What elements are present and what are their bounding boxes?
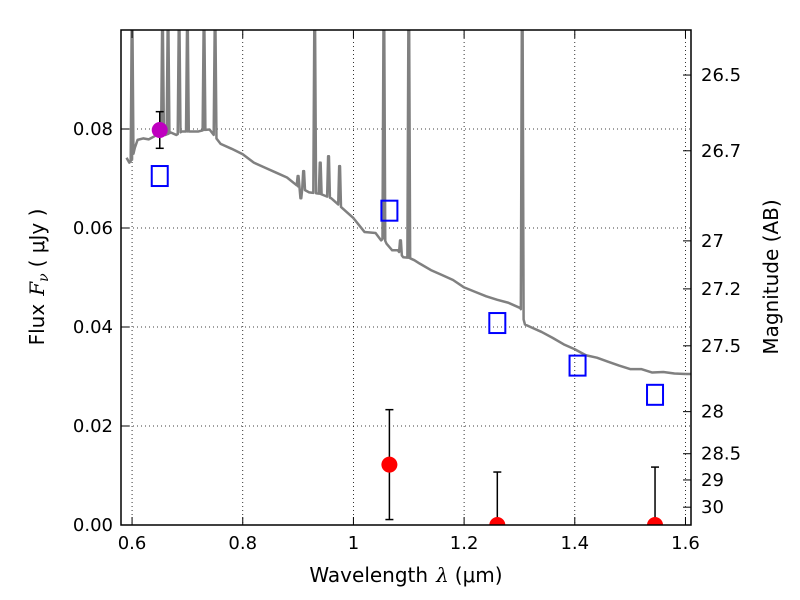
model-photometry-square xyxy=(646,383,665,406)
x-tick-label: 1.2 xyxy=(450,533,479,554)
y2-tick-label: 30 xyxy=(701,497,724,518)
y-tick-label: 0.02 xyxy=(73,416,113,437)
y2-tick-label: 28 xyxy=(701,402,724,423)
y2-tick-label: 27.5 xyxy=(701,336,741,357)
y-tick-label: 0.06 xyxy=(73,218,113,239)
y2-tick-label: 26.5 xyxy=(701,65,741,86)
observed-point xyxy=(489,517,506,525)
grid-lines xyxy=(121,30,691,525)
observed-photometry-layer xyxy=(151,110,664,525)
observed-point xyxy=(151,121,168,138)
model-spectrum-line xyxy=(125,30,691,376)
model-photometry-square xyxy=(488,312,507,335)
x-axis-label: Wavelength λ (μm) xyxy=(309,563,502,587)
x-tick-label: 1.6 xyxy=(671,533,700,554)
x-tick-label: 1.4 xyxy=(560,533,589,554)
y2-tick-label: 29 xyxy=(701,470,724,491)
y2-tick-label: 27.2 xyxy=(701,279,741,300)
x-tick-label: 1 xyxy=(348,533,359,554)
y-tick-label: 0.04 xyxy=(73,317,113,338)
model-photometry-square xyxy=(380,199,399,222)
model-photometry-layer xyxy=(150,165,665,406)
y2-axis-label: Magnitude (AB) xyxy=(759,199,783,354)
y2-tick-label: 26.7 xyxy=(701,141,741,162)
y-axis-label: FluxFν( μJy ) xyxy=(25,209,52,346)
y-tick-label: 0.00 xyxy=(73,515,113,536)
plot-frame xyxy=(120,29,692,526)
model-spectrum-layer xyxy=(125,30,691,376)
model-photometry-square xyxy=(568,354,587,377)
y-tick-label: 0.08 xyxy=(73,119,113,140)
y2-tick-label: 27 xyxy=(701,231,724,252)
axis-ticks: 0.6 0.8 1 1.2 1.4 1.6 0.00 0.02 0.04 0.06 0.08 26.5… xyxy=(73,30,741,554)
y2-tick-label: 28.5 xyxy=(701,444,741,465)
observed-point xyxy=(381,456,398,473)
x-tick-label: 0.6 xyxy=(118,533,147,554)
model-photometry-square xyxy=(150,165,169,188)
observed-point xyxy=(647,517,664,525)
x-tick-label: 0.8 xyxy=(228,533,257,554)
